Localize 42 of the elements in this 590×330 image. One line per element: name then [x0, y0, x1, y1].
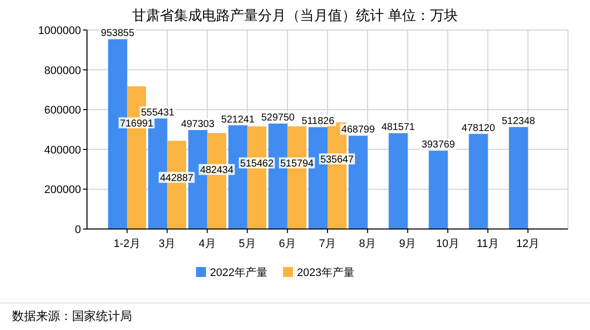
y-tick-label: 200000: [44, 184, 81, 196]
y-tick-label: 1000000: [38, 25, 81, 37]
x-tick-label: 5月: [238, 238, 256, 250]
x-tick-label: 1-2月: [114, 238, 141, 250]
bar: [428, 150, 448, 229]
x-tick-label: 4月: [198, 238, 216, 250]
y-tick-label: 600000: [44, 104, 81, 117]
data-label: 529750: [261, 112, 296, 124]
data-label: 393769: [422, 140, 456, 151]
x-tick-label: 8月: [359, 238, 376, 250]
legend-label: 2022年产量: [210, 266, 268, 279]
x-tick-label: 6月: [278, 238, 296, 250]
data-label: 468799: [341, 124, 376, 136]
y-tick-label: 0: [74, 224, 81, 236]
data-label: 716991: [120, 118, 154, 130]
data-label: 442887: [160, 172, 194, 184]
x-tick-label: 9月: [399, 238, 416, 250]
data-label: 953855: [100, 28, 135, 40]
data-label: 511826: [302, 116, 335, 128]
data-label: 521241: [221, 114, 255, 126]
bar: [508, 127, 528, 229]
data-label: 512348: [502, 116, 536, 128]
data-label: 497303: [181, 119, 215, 130]
source-note: 数据来源：国家统计局: [12, 309, 132, 323]
bar: [468, 134, 488, 229]
data-label: 478120: [462, 122, 496, 134]
data-label: 515462: [240, 158, 274, 170]
x-tick-label: 7月: [318, 238, 336, 250]
x-tick-label: 12月: [516, 238, 540, 250]
x-tick-label: 11月: [476, 238, 500, 250]
y-tick-label: 800000: [44, 64, 81, 77]
chart-title: 甘肃省集成电路产量分月（当月值）统计 单位：万块: [132, 7, 458, 23]
data-label: 535647: [320, 154, 354, 166]
x-tick-label: 10月: [436, 238, 460, 250]
y-tick-label: 400000: [44, 144, 81, 156]
data-label: 555431: [140, 107, 175, 118]
bar: [388, 133, 408, 229]
data-label: 481571: [381, 122, 416, 134]
x-tick-label: 3月: [158, 238, 176, 250]
legend-label: 2023年产量: [297, 266, 354, 279]
data-label: 482434: [200, 164, 234, 176]
data-label: 515794: [280, 158, 314, 170]
